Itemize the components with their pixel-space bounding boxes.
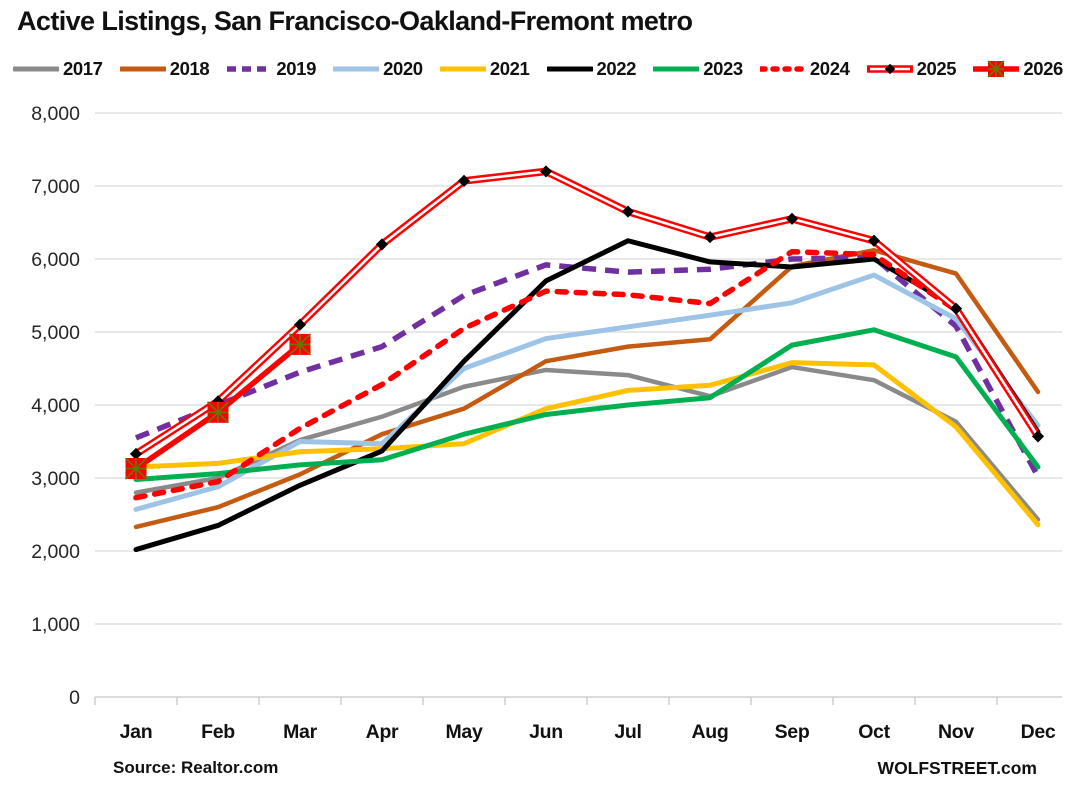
series-2021: [133, 360, 1041, 528]
y-axis-label: 8,000: [31, 103, 80, 125]
legend-item-2025: 2025: [866, 58, 957, 80]
x-axis-label: May: [445, 721, 482, 743]
series-line-2021: [133, 360, 1041, 528]
series-2023: [133, 327, 1041, 482]
legend-swatch-2017: [13, 66, 59, 72]
y-axis-label: 5,000: [31, 322, 80, 344]
y-axis-label: 6,000: [31, 249, 80, 271]
legend-item-2024: 2024: [759, 58, 850, 80]
x-axis-label: Sep: [775, 721, 810, 743]
brand-watermark: WOLFSTREET.com: [877, 758, 1037, 778]
diamond-marker: [457, 174, 471, 187]
y-axis-label: 4,000: [31, 395, 80, 417]
legend-label-2026: 2026: [1023, 58, 1063, 79]
x-axis-label: Aug: [691, 721, 728, 743]
x-axis-label: Feb: [201, 721, 235, 743]
legend-item-2022: 2022: [546, 58, 637, 80]
series-2020: [133, 272, 1041, 512]
x-axis-label: Jul: [614, 721, 641, 743]
diamond-marker: [293, 318, 307, 331]
diamond-marker: [129, 447, 143, 460]
x-axis-label: Jun: [529, 721, 563, 743]
legend-swatch-2024: [759, 66, 806, 72]
legend-swatch-2023: [653, 66, 700, 72]
legend-swatch-2018: [119, 66, 166, 72]
series-line-2023: [133, 327, 1041, 482]
legend-label-2020: 2020: [383, 58, 423, 79]
legend-item-2020: 2020: [333, 58, 423, 80]
legend-label-2024: 2024: [809, 58, 850, 79]
legend-item-2018: 2018: [119, 58, 210, 80]
x-axis-label: Jan: [120, 721, 153, 743]
y-axis-label: 3,000: [31, 468, 80, 490]
chart-title: Active Listings, San Francisco-Oakland-F…: [17, 6, 693, 36]
series-2026: [124, 333, 312, 480]
legend-label-2017: 2017: [63, 58, 103, 79]
legend-label-2019: 2019: [276, 58, 316, 79]
series-line-inner-2025: [135, 170, 1040, 456]
legend-label-2023: 2023: [703, 58, 743, 79]
y-axis-label: 2,000: [31, 541, 80, 563]
legend-label-2025: 2025: [916, 58, 957, 79]
series-2025: [129, 165, 1045, 460]
legend-item-2019: 2019: [226, 58, 316, 80]
x-axis-label: Oct: [858, 721, 890, 743]
legend-label-2022: 2022: [596, 58, 637, 79]
legend-item-2026: 2026: [973, 58, 1063, 80]
y-axis-label: 7,000: [31, 176, 80, 198]
legend-swatch-2020: [333, 66, 380, 72]
chart-legend: 2017 2018 2019 2020 2021 2022 2023 2024 2025 2026: [13, 54, 1063, 84]
x-axis-label: Apr: [366, 721, 399, 743]
legend-swatch-2019: [227, 66, 272, 72]
legend-swatch-2021: [439, 66, 486, 72]
x-axis-label: Dec: [1021, 721, 1056, 743]
legend-item-2017: 2017: [13, 58, 103, 80]
legend-label-2018: 2018: [169, 58, 210, 79]
diamond-marker: [1031, 430, 1045, 443]
series-line-2020: [133, 272, 1041, 512]
series-line-2024: [133, 248, 1041, 501]
legend-item-2021: 2021: [439, 58, 530, 80]
legend-swatch-2022: [546, 66, 593, 72]
legend-swatch-2025: [866, 63, 913, 75]
legend-swatch-2026: [973, 60, 1020, 78]
series-2024: [133, 248, 1041, 501]
source-attribution: Source: Realtor.com: [113, 758, 279, 777]
legend-label-2021: 2021: [489, 58, 530, 79]
legend-item-2023: 2023: [653, 58, 743, 80]
x-axis-label: Nov: [938, 721, 974, 743]
y-axis-label: 0: [69, 687, 80, 709]
x-axis-label: Mar: [283, 721, 317, 743]
y-axis-label: 1,000: [31, 614, 80, 636]
diamond-marker: [375, 238, 389, 251]
